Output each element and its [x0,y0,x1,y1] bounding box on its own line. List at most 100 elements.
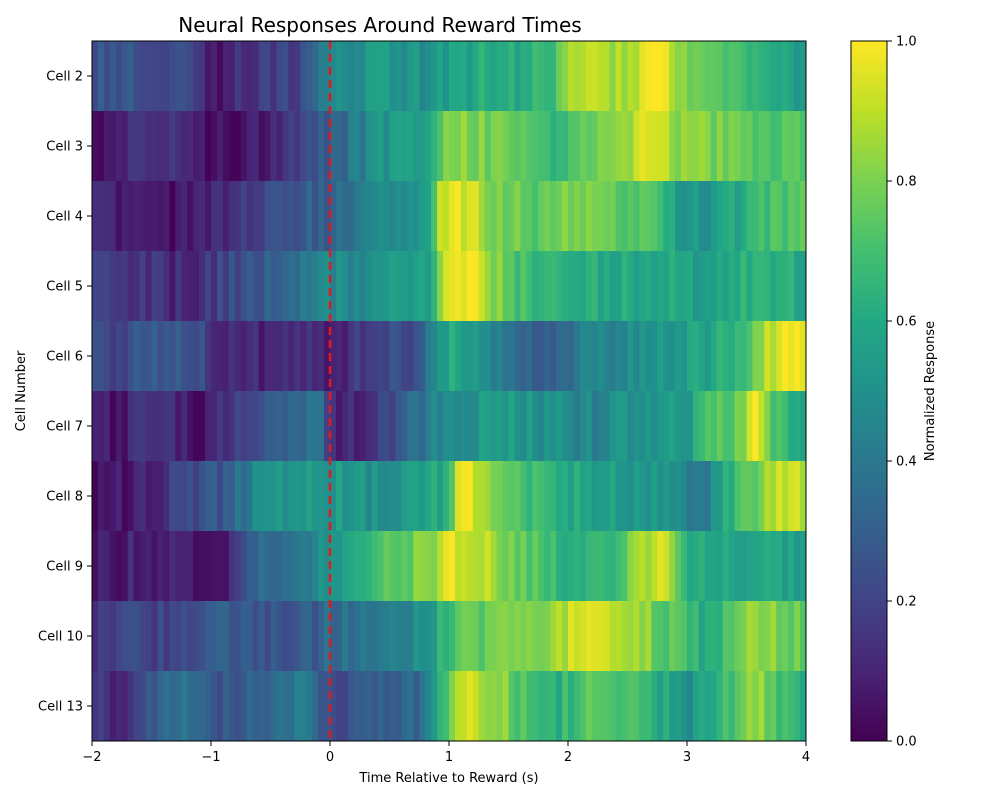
heat-cell [121,251,129,322]
heat-cell [121,531,129,602]
heat-cell [550,531,557,602]
heat-cell [234,671,242,742]
heat-cell [758,251,765,322]
heat-cell [526,181,533,252]
heat-cell [585,601,593,672]
heat-cell [722,671,730,742]
heat-cell [419,391,426,462]
heat-cell [163,601,170,672]
colorbar: 0.0 0.2 0.4 0.6 0.8 1.0 [850,35,917,750]
heat-cell [222,391,230,462]
heat-cell [591,391,599,462]
heat-cell [591,531,599,602]
heat-cell [407,671,414,742]
heat-cell [282,531,289,602]
heat-cell [538,531,545,602]
heat-cell [597,601,605,672]
heat-cell [163,181,170,252]
heat-cell [478,251,486,322]
colorbar-tick-label: 1.0 [896,35,917,50]
heat-cell [324,251,331,322]
heat-cell [282,321,289,392]
heat-cell [258,41,266,112]
heat-cell [532,461,539,532]
heat-cell [252,461,260,532]
heat-cell [651,531,658,602]
heat-cell [579,531,587,602]
heat-cell [157,41,164,112]
heat-cell [222,251,230,322]
heat-cell [550,251,557,322]
heat-cell [788,391,795,462]
heat-cell [776,531,783,602]
heat-cell [92,461,99,532]
heat-cell [692,461,700,532]
heat-cell [746,111,753,182]
heat-cell [752,181,759,252]
heat-cell [639,391,646,462]
heat-cell [449,531,456,602]
heat-cell [199,181,206,252]
heat-cell [228,181,236,252]
heat-cell [609,111,617,182]
heat-cell [353,321,361,392]
heat-cell [692,111,700,182]
heat-cell [508,601,515,672]
heat-cell [199,671,206,742]
heat-cell [252,601,260,672]
heat-cell [532,181,539,252]
heat-cell [657,41,664,112]
heat-cell [460,461,468,532]
heat-cell [419,671,426,742]
heat-cell [520,671,527,742]
heat-cell [115,111,123,182]
heat-cell [579,461,587,532]
heat-cell [639,251,646,322]
heat-cell [704,111,712,182]
heat-cell [127,251,135,322]
heat-cell [752,601,759,672]
heat-cell [258,391,266,462]
heat-cell [609,461,617,532]
heat-cell [234,391,242,462]
heat-cell [103,41,111,112]
heat-cell [97,391,105,462]
heat-cell [353,251,361,322]
heat-cell [454,531,462,602]
heat-cell [758,461,765,532]
heat-cell [710,461,718,532]
heat-cell [502,391,509,462]
heat-cell [681,601,688,672]
heat-cell [151,251,158,322]
heat-cell [645,531,652,602]
heat-cell [103,461,111,532]
chart-title: Neural Responses Around Reward Times [178,13,581,37]
heat-cell [478,531,486,602]
heat-cell [306,461,313,532]
heat-cell [466,391,474,462]
heat-cell [181,181,188,252]
heat-cell [621,251,628,322]
heat-cell [710,671,718,742]
heat-cell [728,671,736,742]
heat-cell [395,531,402,602]
heat-cell [538,601,545,672]
heat-cell [740,321,747,392]
heat-cell [478,601,486,672]
heat-cell [776,321,783,392]
heat-cell [359,321,367,392]
heat-cell [199,601,206,672]
heat-cell [330,601,337,672]
heat-cell [728,321,736,392]
heat-cell [234,251,242,322]
heat-cell [603,251,611,322]
heat-cell [657,111,664,182]
heat-cell [216,461,224,532]
heat-cell [615,391,623,462]
heat-cell [764,111,771,182]
heat-cell [377,321,385,392]
heat-cell [716,111,724,182]
heat-cell [651,321,658,392]
heat-cell [621,321,628,392]
heat-cell [240,671,248,742]
